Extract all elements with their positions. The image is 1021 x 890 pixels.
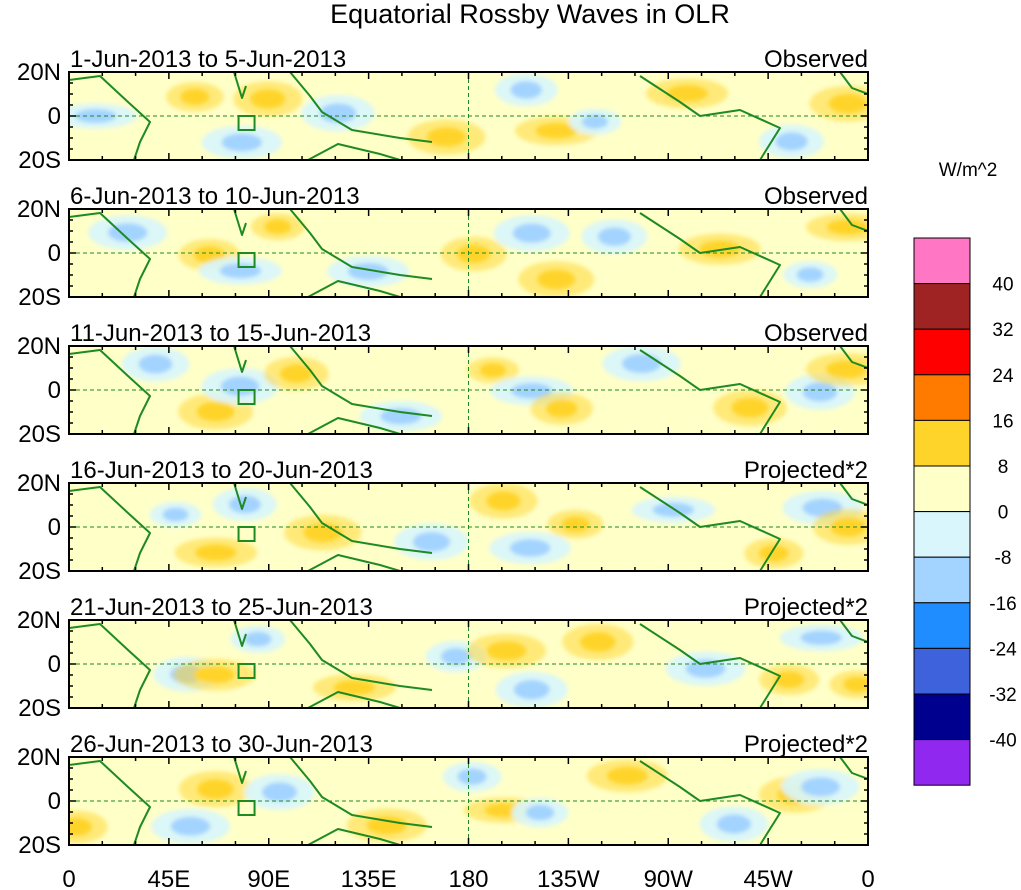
panel-type-label: Observed <box>764 183 868 210</box>
lat-tick-label: 20S <box>18 284 61 311</box>
lat-tick-label: 20S <box>18 558 61 585</box>
map-panel: 20N 0 20S 1-Jun-2013 to 5-Jun-2013 Observed <box>17 46 869 174</box>
panel-period-label: 1-Jun-2013 to 5-Jun-2013 <box>70 46 346 73</box>
lat-tick-label: 20N <box>17 196 61 223</box>
panel-period-label: 6-Jun-2013 to 10-Jun-2013 <box>70 183 360 210</box>
panel-period-label: 16-Jun-2013 to 20-Jun-2013 <box>70 457 373 484</box>
colorbar-swatch <box>913 328 971 376</box>
colorbar-tick-label: 32 <box>992 320 1013 341</box>
coastlines <box>69 483 868 571</box>
colorbar-units: W/m^2 <box>939 160 998 181</box>
map-panel: 20N 0 20S 6-Jun-2013 to 10-Jun-2013 Observed <box>17 183 869 311</box>
lat-tick-label: 20N <box>17 333 61 360</box>
lat-tick-label: 20S <box>18 832 61 859</box>
coastlines <box>69 757 868 845</box>
lat-tick-label: 20N <box>17 744 61 771</box>
olr-anomaly-shading <box>153 623 868 708</box>
olr-anomaly-shading <box>69 73 868 159</box>
lat-tick-label: 20S <box>18 147 61 174</box>
colorbar-tick-label: -8 <box>995 548 1012 569</box>
colorbar-swatch <box>913 283 971 330</box>
lat-tick-label: 20N <box>17 607 61 634</box>
colorbar-tick-label: 16 <box>992 411 1013 432</box>
lat-tick-label: 20S <box>18 421 61 448</box>
colorbar-tick-label: -24 <box>989 639 1017 660</box>
figure-title: Equatorial Rossby Waves in OLR <box>330 0 730 29</box>
lon-tick-label: 135W <box>537 866 600 890</box>
colorbar-swatch <box>913 739 971 786</box>
longitude-axis: 0 45E 90E 135E 180 135W 90W 45W 0 <box>62 866 874 890</box>
olr-anomaly-shading <box>121 346 868 432</box>
panel-period-label: 21-Jun-2013 to 25-Jun-2013 <box>70 594 373 621</box>
lon-tick-label: 180 <box>448 866 488 890</box>
colorbar: W/m^2 40 32 24 16 8 0 -8 -16 -24 -32 -40 <box>913 160 1017 786</box>
olr-anomaly-shading <box>69 759 860 844</box>
lon-tick-label: 45E <box>148 866 191 890</box>
map-panel: 20N 0 20S 21-Jun-2013 to 25-Jun-2013 Project… <box>17 594 869 722</box>
colorbar-swatch <box>913 556 971 604</box>
panel-type-label: Projected*2 <box>744 731 868 758</box>
panel-type-label: Observed <box>764 320 868 347</box>
colorbar-tick-label: 0 <box>998 503 1009 524</box>
lat-tick-label: 0 <box>48 240 61 267</box>
colorbar-swatch <box>913 374 971 421</box>
colorbar-tick-label: -16 <box>989 594 1016 615</box>
map-panel: 20N 0 20S 11-Jun-2013 to 15-Jun-2013 Observe… <box>17 320 869 448</box>
coastlines <box>69 620 868 708</box>
lat-tick-label: 0 <box>48 103 61 130</box>
lon-tick-label: 45W <box>743 866 793 890</box>
lat-tick-label: 20N <box>17 470 61 497</box>
lat-tick-label: 0 <box>48 788 61 815</box>
lat-tick-label: 20S <box>18 695 61 722</box>
lat-tick-label: 0 <box>48 651 61 678</box>
colorbar-swatch <box>913 647 971 695</box>
lon-tick-label: 0 <box>861 866 874 890</box>
map-panel: 20N 0 20S 16-Jun-2013 to 20-Jun-2013 Project… <box>17 457 869 585</box>
lon-tick-label: 90E <box>247 866 290 890</box>
lon-tick-label: 0 <box>62 866 75 890</box>
colorbar-tick-label: 24 <box>992 366 1014 387</box>
colorbar-tick-label: -40 <box>989 731 1016 752</box>
lon-tick-label: 90W <box>644 866 694 890</box>
lat-tick-label: 0 <box>48 514 61 541</box>
colorbar-tick-label: 8 <box>998 457 1009 478</box>
coastlines <box>69 72 868 160</box>
panel-period-label: 26-Jun-2013 to 30-Jun-2013 <box>70 731 373 758</box>
colorbar-tick-label: -32 <box>989 685 1016 706</box>
colorbar-swatch <box>913 419 971 467</box>
panel-period-label: 11-Jun-2013 to 15-Jun-2013 <box>70 320 371 347</box>
colorbar-swatch <box>913 602 971 649</box>
panel-type-label: Observed <box>764 46 868 73</box>
colorbar-tick-label: 40 <box>992 275 1013 296</box>
lat-tick-label: 20N <box>17 59 61 86</box>
coastlines <box>69 209 868 297</box>
colorbar-swatch <box>913 511 971 558</box>
lon-tick-label: 135E <box>341 866 397 890</box>
colorbar-swatch <box>913 237 971 285</box>
map-panel: 20N 0 20S 26-Jun-2013 to 30-Jun-2013 Project… <box>17 731 869 859</box>
colorbar-swatch <box>913 693 971 741</box>
lat-tick-label: 0 <box>48 377 61 404</box>
colorbar-swatch <box>913 465 971 513</box>
panel-type-label: Projected*2 <box>744 594 868 621</box>
panel-type-label: Projected*2 <box>744 457 868 484</box>
coastlines <box>69 346 868 434</box>
